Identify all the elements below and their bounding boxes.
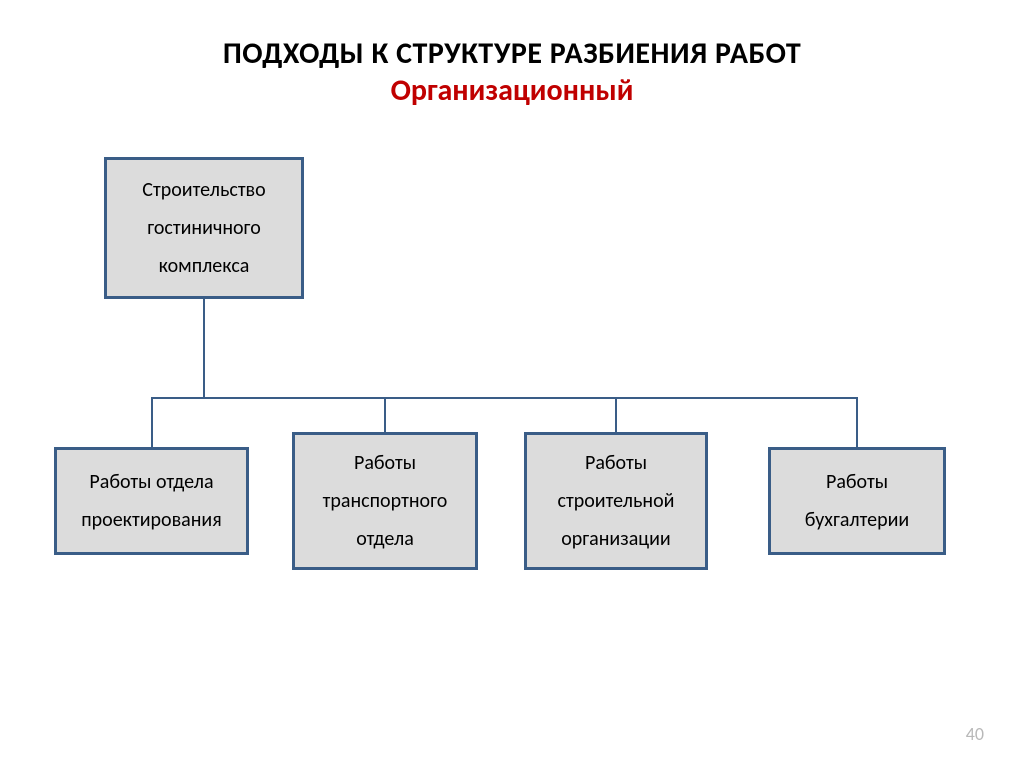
node-text: Работы: [826, 463, 888, 501]
node-text: организации: [561, 520, 670, 558]
connector-line: [151, 397, 859, 399]
node-text: Строительство: [142, 171, 265, 209]
connector-line: [151, 397, 153, 447]
node-text: комплекса: [159, 247, 250, 285]
node-text: Работы: [354, 444, 416, 482]
tree-node-c3: Работыстроительнойорганизации: [524, 432, 708, 570]
org-tree-diagram: Строительствогостиничногокомплекса Работы…: [0, 0, 1024, 767]
node-text: транспортного: [323, 482, 448, 520]
tree-node-root: Строительствогостиничногокомплекса: [104, 157, 304, 299]
tree-node-c4: Работыбухгалтерии: [768, 447, 946, 555]
node-text: строительной: [558, 482, 675, 520]
node-text: проектирования: [81, 501, 221, 539]
connector-line: [856, 397, 858, 447]
page-number: 40: [966, 723, 984, 745]
connector-line: [615, 397, 617, 432]
node-text: бухгалтерии: [805, 501, 910, 539]
node-text: Работы отдела: [89, 463, 213, 501]
node-text: Работы: [585, 444, 647, 482]
node-text: отдела: [356, 520, 414, 558]
tree-node-c2: Работытранспортногоотдела: [292, 432, 478, 570]
connector-line: [384, 397, 386, 432]
node-text: гостиничного: [147, 209, 261, 247]
connector-line: [203, 299, 205, 398]
tree-node-c1: Работы отделапроектирования: [54, 447, 249, 555]
